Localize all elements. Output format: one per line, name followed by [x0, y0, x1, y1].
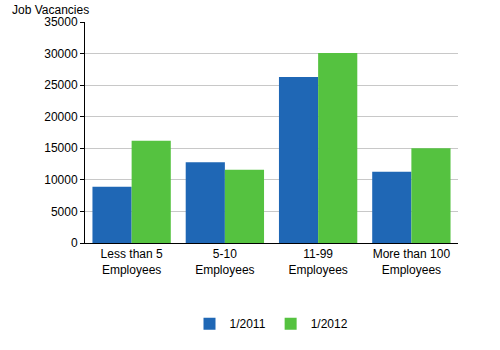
- svg-text:35000: 35000: [44, 15, 78, 29]
- svg-text:11-99Employees: 11-99Employees: [288, 247, 347, 277]
- svg-text:1/2012: 1/2012: [311, 317, 348, 331]
- svg-text:5000: 5000: [51, 205, 78, 219]
- svg-text:Less than 5Employees: Less than 5Employees: [101, 247, 163, 277]
- svg-text:25000: 25000: [44, 78, 78, 92]
- svg-text:10000: 10000: [44, 173, 78, 187]
- svg-text:1/2011: 1/2011: [230, 317, 266, 331]
- svg-text:5-10Employees: 5-10Employees: [195, 247, 254, 277]
- svg-text:15000: 15000: [44, 141, 78, 155]
- svg-text:More than 100Employees: More than 100Employees: [373, 247, 451, 277]
- svg-text:30000: 30000: [44, 47, 78, 61]
- svg-text:0: 0: [71, 236, 78, 250]
- svg-text:20000: 20000: [44, 110, 78, 124]
- svg-text:Job Vacancies: Job Vacancies: [12, 3, 89, 17]
